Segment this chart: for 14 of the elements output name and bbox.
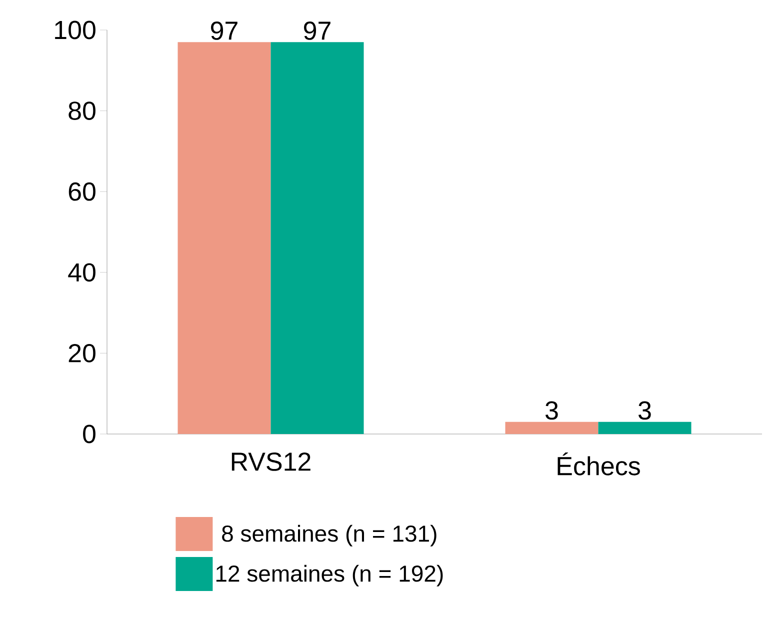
x-tick-label: RVS12 bbox=[232, 452, 310, 471]
y-tick-label: 40 bbox=[68, 263, 96, 282]
legend-label: 8 semaines (n = 131) bbox=[222, 524, 436, 546]
x-tick-label: Échecs bbox=[558, 452, 640, 476]
data-label: 3 bbox=[638, 401, 651, 420]
legend-label: 12 semaines (n = 192) bbox=[216, 564, 443, 586]
data-label: 3 bbox=[546, 401, 558, 420]
y-tick-label: 80 bbox=[68, 102, 96, 120]
y-tick-label: 20 bbox=[68, 344, 96, 362]
y-tick-label: 60 bbox=[68, 182, 96, 201]
data-label: 97 bbox=[304, 22, 330, 40]
y-tick-label: 100 bbox=[55, 20, 96, 40]
y-tick-label: 0 bbox=[83, 424, 96, 444]
data-label: 97 bbox=[211, 22, 238, 40]
